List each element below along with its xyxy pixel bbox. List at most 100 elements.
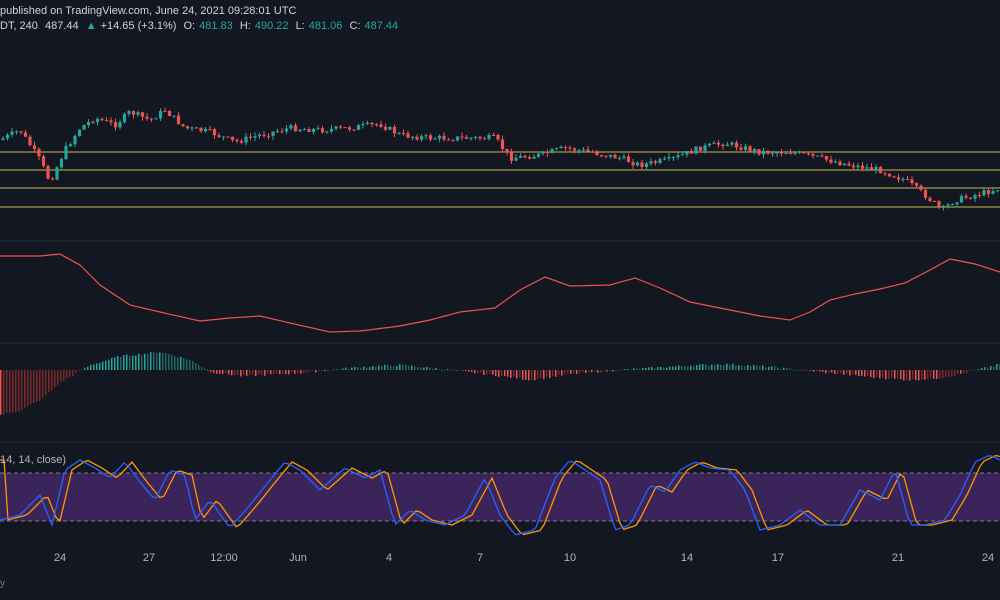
candle-body [536, 153, 541, 157]
support-resistance-lines[interactable] [0, 151, 1000, 208]
candle-body [658, 159, 662, 163]
histogram-bar [609, 370, 611, 371]
histogram-bar [258, 370, 260, 375]
histogram-bar [21, 370, 23, 410]
histogram-bar [246, 370, 248, 376]
candle-body [887, 173, 892, 177]
candle-body [685, 151, 689, 155]
histogram-bar [621, 369, 623, 370]
candle-body [779, 152, 784, 154]
histogram-bar [780, 368, 782, 370]
histogram-bar [651, 367, 653, 370]
candle-body [946, 204, 950, 206]
candle-body [523, 155, 527, 158]
histogram-bar [666, 367, 668, 370]
histogram-bar [849, 370, 851, 376]
histogram-bar [519, 370, 521, 378]
histogram-bar [69, 370, 71, 377]
candle-body [374, 124, 379, 126]
histogram-bar [372, 366, 374, 370]
histogram-bar [9, 370, 11, 413]
histogram-bar [216, 370, 218, 374]
candle-body [910, 179, 914, 184]
candle-body [95, 118, 100, 123]
low-value: 481.06 [308, 20, 343, 32]
histogram-bar [639, 369, 641, 370]
low-label: L: [295, 20, 305, 32]
histogram-bar [87, 366, 89, 370]
candle-body [815, 155, 820, 157]
candle-body [761, 150, 766, 155]
candle-body [451, 140, 455, 142]
histogram-bar [51, 370, 53, 391]
histogram-bar [417, 367, 419, 370]
candle-body [262, 134, 266, 136]
histogram-bar [528, 370, 530, 381]
histogram-bar [471, 370, 473, 372]
histogram-bar [990, 366, 992, 370]
histogram-bar [468, 370, 470, 372]
histogram-bar [789, 368, 791, 370]
histogram-bar [354, 366, 356, 370]
time-tick: Jun [289, 552, 307, 564]
symbol-label[interactable]: DT, 240 [0, 20, 38, 32]
candle-body [50, 178, 55, 180]
candle-body [365, 122, 370, 125]
histogram-bar [288, 370, 290, 375]
histogram-bar [363, 366, 365, 370]
histogram-bar [414, 366, 416, 370]
candle-body [320, 128, 325, 133]
histogram-bar [783, 367, 785, 370]
histogram-bar [531, 370, 533, 380]
histogram-bar [822, 370, 824, 372]
candle-body [964, 195, 968, 198]
candle-body [59, 159, 64, 168]
histogram-bar [198, 365, 200, 370]
candle-body [275, 131, 280, 133]
candle-body [545, 151, 550, 154]
histogram-bar [984, 367, 986, 370]
histogram-bar [753, 365, 755, 370]
stoch-rsi-label[interactable]: 14, 14, close) [0, 454, 67, 466]
candle-body [397, 133, 401, 135]
histogram-bar [705, 364, 707, 370]
candle-body [41, 156, 46, 166]
histogram-bar [912, 370, 914, 380]
histogram-bar [672, 366, 674, 370]
candle-body [217, 135, 221, 137]
histogram-bar [645, 367, 647, 370]
histogram-bar [894, 370, 896, 379]
histogram-bar [279, 370, 281, 375]
chart-canvas[interactable] [0, 0, 1000, 548]
candle-body [829, 159, 833, 163]
candle-body [167, 110, 172, 117]
candle-body [595, 152, 599, 156]
histogram-bar [717, 363, 719, 370]
histogram-bar [642, 367, 644, 370]
histogram-bar [711, 364, 713, 370]
histogram-bar [327, 370, 329, 372]
close-value: 487.44 [364, 20, 399, 32]
candle-body [640, 162, 644, 168]
histogram-bar [222, 370, 224, 375]
histogram-bar [357, 367, 359, 370]
histogram-bar [387, 364, 389, 370]
histogram-bar [12, 370, 14, 413]
time-axis[interactable]: 24 27 12:00 Jun 4 7 10 14 17 21 24 [0, 548, 1000, 600]
candle-body [379, 124, 383, 127]
candle-body [226, 136, 230, 138]
histogram-bar [147, 353, 149, 370]
histogram-bar [870, 370, 872, 377]
candle-body [541, 151, 545, 154]
candle-body [46, 165, 50, 179]
histogram-bar [522, 370, 524, 380]
candle-body [136, 112, 140, 115]
histogram-bar [993, 366, 995, 370]
histogram-bar [462, 370, 464, 371]
candle-body [1, 138, 5, 140]
candle-body [928, 197, 932, 201]
histogram-bar [255, 370, 257, 377]
histogram-bar [60, 370, 62, 382]
time-tick: 27 [142, 552, 156, 564]
histogram-bar [330, 370, 332, 371]
